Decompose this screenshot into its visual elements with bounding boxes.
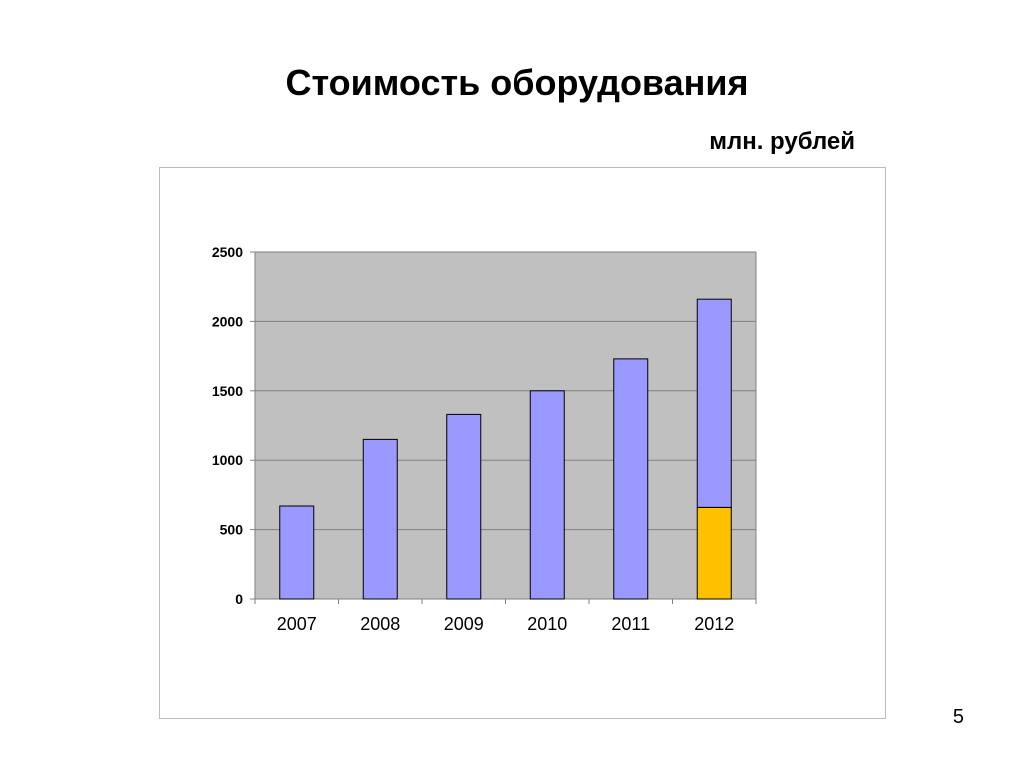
x-tick-label: 2010 [527,614,567,634]
bar-2010-segment-2 [529,390,565,600]
y-tick-label: 500 [220,522,244,538]
x-tick-label: 2007 [277,614,317,634]
x-tick-label: 2011 [611,614,650,634]
y-tick-label: 0 [235,591,243,607]
y-tick-label: 2000 [212,313,243,329]
x-tick-label: 2012 [694,614,734,634]
x-tick-label: 2009 [444,614,484,634]
bar-2012-segment-1 [696,506,732,600]
y-tick-label: 2500 [212,244,243,260]
y-tick-label: 1000 [212,452,243,468]
bar-2009-segment-2 [446,413,482,600]
plot-area [255,252,756,599]
bar-2012-segment-2 [696,298,732,508]
slide-title: Стоимость оборудования [285,62,749,103]
page-number: 5 [952,706,964,728]
bar-2011-segment-2 [613,358,649,600]
bar-2008-segment-2 [362,438,398,600]
bar-2007-segment-2 [279,505,315,600]
x-tick-label: 2008 [360,614,400,634]
y-tick-label: 1500 [212,383,243,399]
units-label: млн. рублей [709,128,855,155]
